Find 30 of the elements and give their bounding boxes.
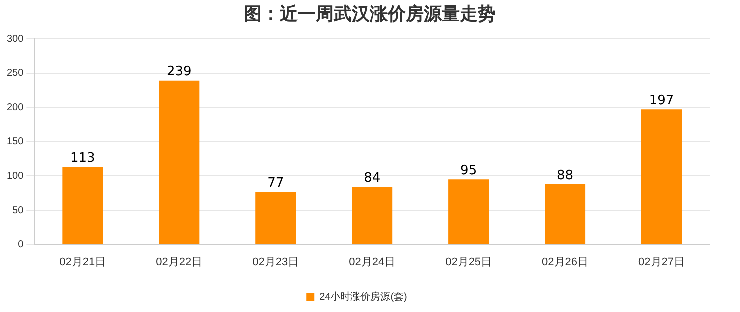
- y-tick-label: 150: [6, 136, 24, 148]
- x-tick-label: 02月22日: [156, 256, 203, 268]
- bar: [256, 192, 296, 244]
- bar: [545, 184, 586, 244]
- y-tick-label: 300: [6, 34, 24, 45]
- data-label: 197: [649, 94, 674, 109]
- data-label: 88: [557, 168, 574, 184]
- x-tick-label: 02月23日: [252, 256, 300, 268]
- bar: [62, 167, 104, 244]
- data-label: 113: [70, 151, 96, 166]
- data-label: 95: [460, 164, 478, 179]
- y-tick-label: 100: [6, 170, 24, 182]
- x-tick-label: 02月25日: [446, 256, 492, 268]
- x-tick-label: 02月26日: [542, 256, 589, 268]
- x-tick-label: 02月21日: [60, 256, 106, 268]
- y-tick-label: 200: [6, 102, 24, 114]
- data-label: 77: [268, 176, 284, 191]
- legend-label: 24小时涨价房源(套): [320, 290, 408, 303]
- bar: [448, 180, 490, 244]
- data-label: 239: [166, 64, 192, 80]
- y-tick-label: 50: [12, 205, 24, 216]
- x-tick-label: 02月27日: [638, 256, 686, 268]
- bar: [352, 187, 393, 244]
- y-tick-label: 250: [6, 68, 24, 80]
- chart-title: 图：近一周武汉涨价房源量走势: [243, 3, 497, 27]
- y-tick-label: 0: [18, 240, 24, 251]
- x-tick-label: 02月24日: [349, 256, 396, 268]
- bar: [642, 110, 682, 244]
- data-label: 84: [364, 171, 381, 186]
- bar: [159, 80, 200, 244]
